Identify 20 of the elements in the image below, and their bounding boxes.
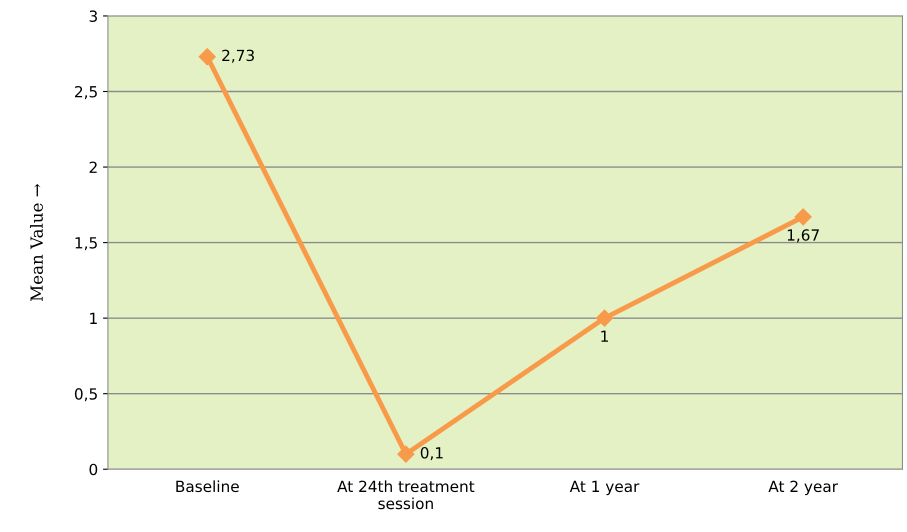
x-tick-label: At 2 year (768, 480, 838, 496)
data-label: 0,1 (420, 446, 443, 460)
x-tick-label: At 24th treatment session (337, 480, 474, 510)
y-tick-label: 3 (90, 10, 97, 22)
point (794, 208, 812, 226)
point (596, 310, 614, 327)
y-tick-label: 2 (90, 162, 97, 173)
y-axis-title: Mean Value → (30, 184, 43, 302)
y-tick-label: 2,5 (75, 86, 97, 100)
y-tick-label: 1 (90, 312, 97, 324)
y-tick-label: 0,5 (74, 388, 97, 402)
point (397, 446, 414, 463)
x-tick-label: At 1 year (570, 480, 640, 496)
x-tick-label: Baseline (176, 480, 239, 492)
data-label: 1 (601, 330, 608, 342)
data-label: 2,73 (222, 50, 254, 63)
y-tick-label: 1,5 (76, 237, 97, 250)
data-label: 1,67 (788, 229, 819, 242)
point (198, 48, 216, 66)
y-tick-label: 0 (90, 464, 98, 476)
